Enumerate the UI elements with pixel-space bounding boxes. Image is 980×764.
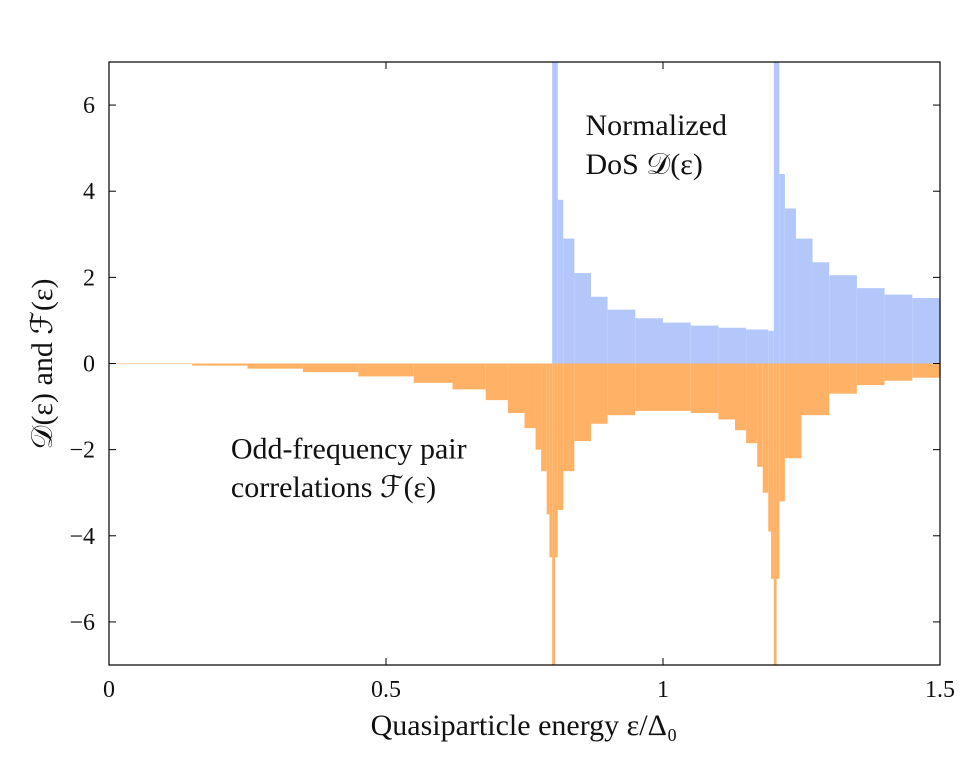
dos-bar (829, 275, 857, 364)
dos-bar (557, 199, 564, 364)
pair-correlation-bar (771, 363, 774, 579)
pair-correlation-bar (549, 363, 553, 558)
annotations: Normalized DoS 𝒟(ε) Odd-frequency pair corr… (231, 109, 727, 504)
pair-correlation-bar (773, 363, 777, 665)
pair-correlation-bar (554, 363, 558, 558)
pair-correlation-annotation: Odd-frequency pair (231, 432, 467, 465)
dos-bar (718, 327, 747, 364)
x-tick-label: 1 (657, 677, 669, 703)
pair-correlation-bar (507, 363, 525, 414)
axis-ticks (108, 62, 941, 665)
dos-bar (635, 318, 663, 364)
y-axis-title: 𝒟(ε) and ℱ(ε) (26, 279, 59, 450)
pair-correlation-bar (912, 363, 940, 378)
pair-correlation-bar (784, 363, 802, 459)
x-axis-title: Quasiparticle energy ε/Δ₀ (371, 709, 678, 742)
pair-correlation-bar (690, 363, 719, 414)
dos-annotation: DoS 𝒟(ε) (585, 148, 702, 181)
pair-correlation-bar (779, 363, 785, 502)
dos-bar (856, 288, 885, 364)
dos-bar (607, 309, 636, 364)
pair-correlation-series (109, 363, 941, 665)
pair-correlation-bar (524, 363, 536, 429)
pair-correlation-bar (452, 363, 486, 390)
dos-bar (574, 273, 591, 364)
dos-bar (779, 173, 785, 364)
pair-correlation-bar (768, 363, 772, 532)
pair-correlation-bar (663, 363, 691, 411)
dos-bar (812, 262, 830, 364)
dos-bar (784, 208, 796, 364)
pair-correlation-bar (718, 363, 736, 420)
pair-correlation-bar (829, 363, 857, 394)
x-tick-label: 0.5 (371, 677, 401, 703)
y-tick-label: 2 (83, 265, 95, 291)
tick-labels: 0 0.5 1 1.5 −6 −4 −2 0 2 4 6 (69, 93, 955, 703)
dos-bar (912, 298, 940, 364)
dos-bar (590, 296, 608, 364)
pair-correlation-bar (247, 363, 303, 369)
pair-correlation-bar (762, 363, 769, 493)
pair-correlation-bar (358, 363, 414, 377)
pair-correlation-bar (776, 363, 780, 579)
x-tick-label: 1.5 (925, 677, 955, 703)
pair-correlation-bar (746, 363, 758, 444)
pair-correlation-bar (563, 363, 575, 472)
pair-correlation-bar (302, 363, 359, 373)
pair-correlation-bar (574, 363, 591, 442)
pair-correlation-annotation: correlations ℱ(ε) (231, 471, 436, 504)
x-tick-label: 0 (103, 677, 115, 703)
pair-correlation-bar (735, 363, 747, 431)
pair-correlation-bar (635, 363, 663, 411)
dos-bar (663, 322, 691, 364)
y-tick-label: −2 (69, 438, 95, 464)
y-tick-label: −6 (69, 610, 95, 636)
dos-bar (768, 330, 774, 364)
pair-correlation-bar (109, 363, 193, 365)
dos-bar (795, 238, 813, 364)
dos-bar (746, 329, 769, 364)
pair-correlation-bar (590, 363, 608, 424)
dos-bar (773, 62, 780, 364)
pair-correlation-bar (535, 363, 542, 450)
dos-annotation: Normalized (585, 109, 727, 142)
dos-series (552, 62, 941, 364)
pair-correlation-bar (801, 363, 830, 416)
pair-correlation-bar (413, 363, 453, 383)
pair-correlation-bar (552, 363, 555, 665)
pair-correlation-bar (546, 363, 550, 515)
pair-correlation-bar (541, 363, 547, 472)
y-tick-label: 6 (83, 93, 95, 119)
dos-bar (563, 238, 575, 364)
y-tick-label: 4 (83, 179, 95, 205)
pair-correlation-bar (192, 363, 248, 366)
pair-correlation-bar (485, 363, 508, 401)
dos-bar (552, 62, 558, 364)
y-tick-label: 0 (83, 352, 95, 378)
pair-correlation-bar (557, 363, 564, 510)
pair-correlation-bar (607, 363, 636, 416)
pair-correlation-bar (884, 363, 913, 381)
pair-correlation-bar (757, 363, 763, 467)
y-tick-label: −4 (69, 524, 95, 550)
dos-bar (884, 294, 913, 364)
dos-bar (690, 325, 719, 364)
pair-correlation-bar (856, 363, 885, 386)
